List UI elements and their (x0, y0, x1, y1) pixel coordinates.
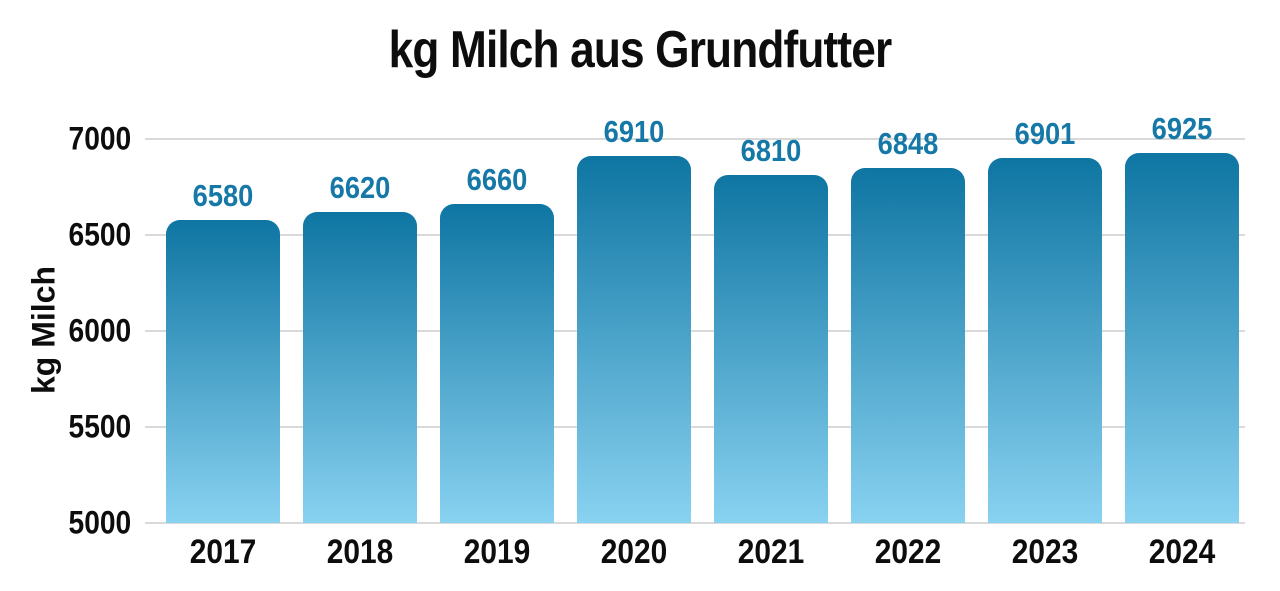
bar-value-label: 6925 (1151, 111, 1213, 147)
y-tick-label: 6000 (68, 312, 131, 349)
bar (851, 168, 965, 523)
bar (988, 158, 1102, 523)
gridline (145, 522, 1245, 524)
y-tick-label: 7000 (68, 120, 131, 157)
x-tick-label: 2020 (600, 533, 668, 571)
gridline (145, 330, 1245, 332)
bar (166, 219, 280, 523)
y-tick-label: 5500 (68, 408, 131, 445)
y-tick-label: 5000 (68, 504, 131, 541)
y-axis-label: kg Milch (25, 265, 62, 395)
bar-value-label: 6810 (740, 133, 802, 169)
bar-value-label: 6620 (329, 169, 391, 205)
x-tick-label: 2021 (737, 533, 805, 571)
bar-value-label: 6580 (192, 177, 254, 213)
bar (303, 211, 417, 523)
bar (1125, 153, 1239, 523)
bar-value-label: 6660 (466, 162, 528, 198)
x-tick-label: 2019 (463, 533, 531, 571)
bar (714, 175, 828, 523)
gridline (145, 234, 1245, 236)
gridline (145, 138, 1245, 140)
bar (577, 156, 691, 523)
bar-value-label: 6848 (877, 126, 939, 162)
gridline (145, 426, 1245, 428)
plot-area: 5000 5500 6000 6500 7000 6580 2017 6620 2018 6660… (68, 111, 1245, 571)
x-tick-label: 2018 (326, 533, 394, 571)
x-tick-label: 2024 (1148, 533, 1216, 571)
bar-value-label: 6901 (1014, 116, 1076, 152)
x-tick-label: 2017 (189, 533, 257, 571)
x-tick-label: 2022 (874, 533, 942, 571)
bar (440, 204, 554, 523)
y-tick-label: 6500 (68, 216, 131, 253)
x-tick-label: 2023 (1011, 533, 1079, 571)
chart-title: kg Milch aus Grundfutter (388, 21, 893, 79)
bar-value-label: 6910 (603, 114, 665, 150)
